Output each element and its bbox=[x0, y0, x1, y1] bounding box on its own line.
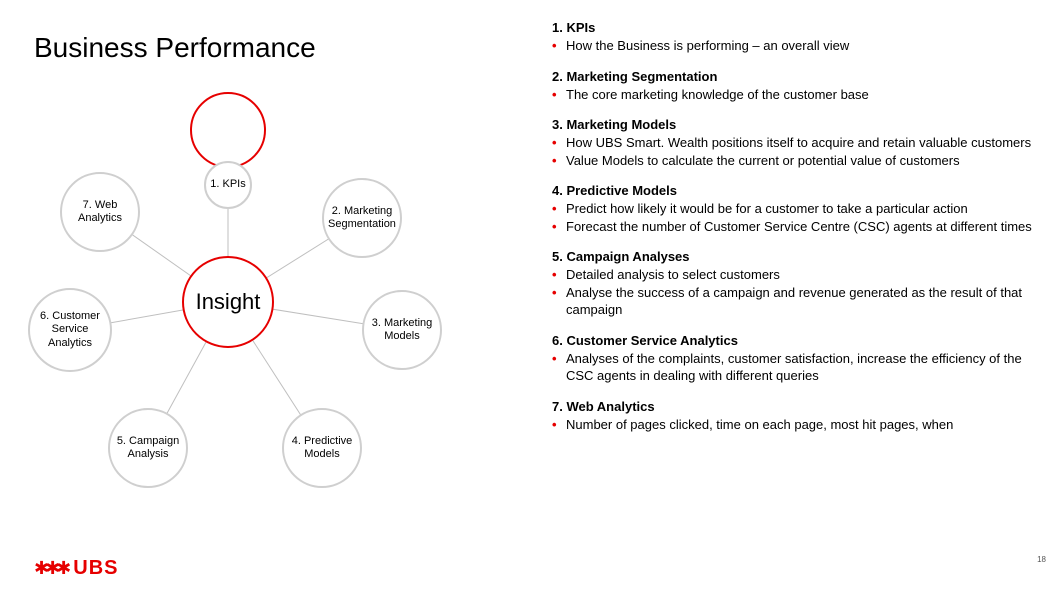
diagram-node-label: 4. Predictive Models bbox=[284, 431, 360, 465]
definition-list: Analyses of the complaints, customer sat… bbox=[552, 350, 1040, 385]
definition-bullet: Detailed analysis to select customers bbox=[552, 266, 1040, 284]
definition-title: 1. KPIs bbox=[552, 20, 1040, 35]
diagram-center-node: Insight bbox=[182, 256, 274, 348]
ubs-keys-icon: ✱✱✱ bbox=[34, 558, 67, 579]
page-title: Business Performance bbox=[34, 32, 316, 64]
diagram-center-label: Insight bbox=[196, 289, 261, 315]
definition-list: How UBS Smart. Wealth positions itself t… bbox=[552, 134, 1040, 169]
slide: Business Performance 1. KPIs 2. Marketing… bbox=[0, 0, 1056, 594]
definition-section: 7. Web Analytics Number of pages clicked,… bbox=[552, 399, 1040, 434]
diagram-node: 2. Marketing Segmentation bbox=[322, 178, 402, 258]
definition-title: 2. Marketing Segmentation bbox=[552, 69, 1040, 84]
definition-title: 5. Campaign Analyses bbox=[552, 249, 1040, 264]
definition-bullet: How the Business is performing – an over… bbox=[552, 37, 1040, 55]
diagram-node: 1. KPIs bbox=[204, 161, 252, 209]
definition-bullet: The core marketing knowledge of the cust… bbox=[552, 86, 1040, 104]
definition-list: Predict how likely it would be for a cus… bbox=[552, 200, 1040, 235]
definition-list: How the Business is performing – an over… bbox=[552, 37, 1040, 55]
definition-list: Number of pages clicked, time on each pa… bbox=[552, 416, 1040, 434]
page-number: 18 bbox=[1037, 555, 1046, 564]
definitions-panel: 1. KPIs How the Business is performing – … bbox=[552, 20, 1040, 448]
definition-section: 3. Marketing Models How UBS Smart. Wealth… bbox=[552, 117, 1040, 169]
diagram-node: 6. Customer Service Analytics bbox=[28, 288, 112, 372]
definition-bullet: How UBS Smart. Wealth positions itself t… bbox=[552, 134, 1040, 152]
ubs-wordmark: UBS bbox=[73, 557, 118, 580]
definition-list: Detailed analysis to select customersAna… bbox=[552, 266, 1040, 319]
diagram-node-label: 5. Campaign Analysis bbox=[110, 431, 186, 465]
definition-section: 5. Campaign Analyses Detailed analysis to… bbox=[552, 249, 1040, 319]
definition-bullet: Analyses of the complaints, customer sat… bbox=[552, 350, 1040, 385]
diagram-node-label: 1. KPIs bbox=[206, 174, 249, 195]
definition-list: The core marketing knowledge of the cust… bbox=[552, 86, 1040, 104]
definition-section: 1. KPIs How the Business is performing – … bbox=[552, 20, 1040, 55]
ubs-logo: ✱✱✱ UBS bbox=[34, 557, 118, 580]
definition-title: 4. Predictive Models bbox=[552, 183, 1040, 198]
diagram-deco-circle bbox=[190, 92, 266, 168]
diagram-node-label: 7. Web Analytics bbox=[62, 195, 138, 229]
diagram-node: 5. Campaign Analysis bbox=[108, 408, 188, 488]
diagram-node: 3. Marketing Models bbox=[362, 290, 442, 370]
definition-bullet: Predict how likely it would be for a cus… bbox=[552, 200, 1040, 218]
definition-section: 6. Customer Service Analytics Analyses of… bbox=[552, 333, 1040, 385]
diagram-node-label: 6. Customer Service Analytics bbox=[30, 306, 110, 354]
insight-diagram: 1. KPIs 2. Marketing Segmentation 3. Marke… bbox=[0, 70, 520, 540]
diagram-node: 4. Predictive Models bbox=[282, 408, 362, 488]
definition-section: 4. Predictive Models Predict how likely i… bbox=[552, 183, 1040, 235]
definition-bullet: Forecast the number of Customer Service … bbox=[552, 218, 1040, 236]
diagram-node-label: 2. Marketing Segmentation bbox=[324, 201, 400, 235]
definition-title: 7. Web Analytics bbox=[552, 399, 1040, 414]
diagram-node-label: 3. Marketing Models bbox=[364, 313, 440, 347]
definition-section: 2. Marketing Segmentation The core market… bbox=[552, 69, 1040, 104]
definition-title: 3. Marketing Models bbox=[552, 117, 1040, 132]
definition-bullet: Value Models to calculate the current or… bbox=[552, 152, 1040, 170]
definition-bullet: Number of pages clicked, time on each pa… bbox=[552, 416, 1040, 434]
definition-bullet: Analyse the success of a campaign and re… bbox=[552, 284, 1040, 319]
definition-title: 6. Customer Service Analytics bbox=[552, 333, 1040, 348]
diagram-node: 7. Web Analytics bbox=[60, 172, 140, 252]
